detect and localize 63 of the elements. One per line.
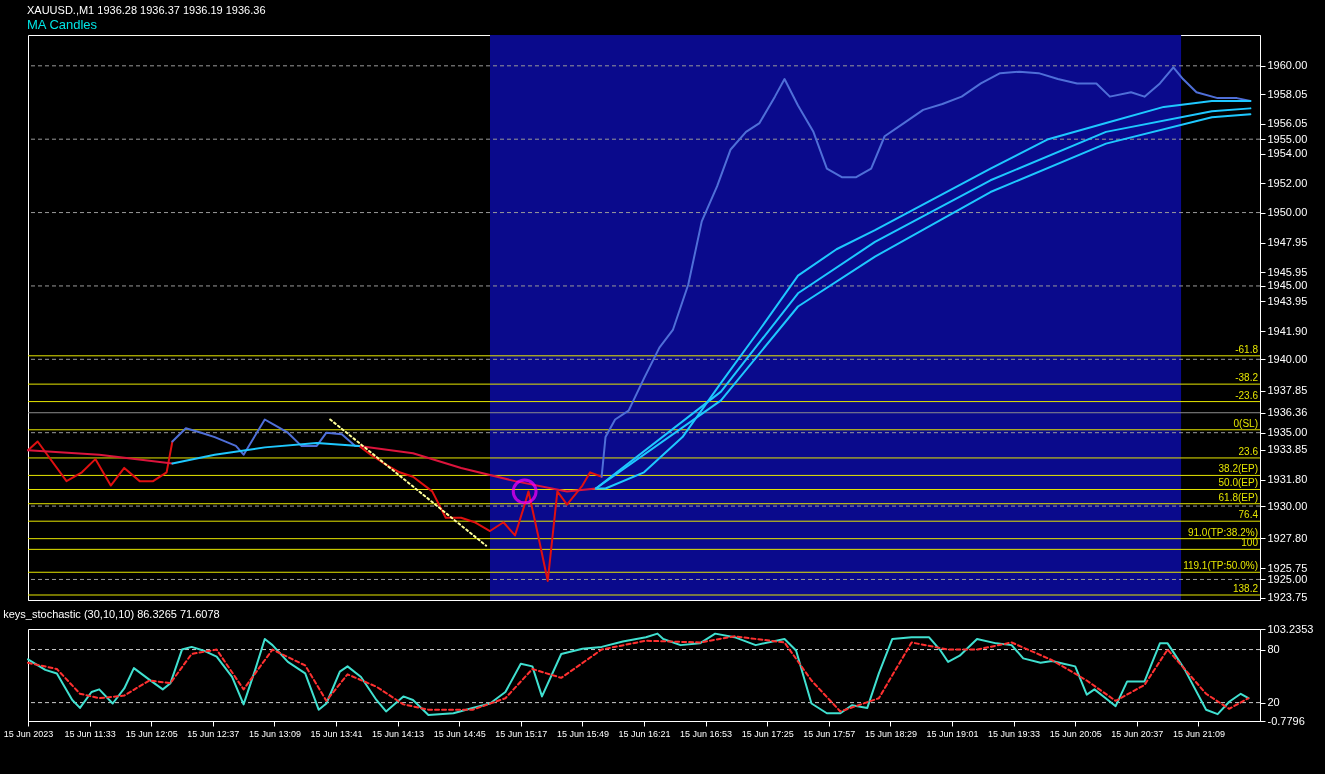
y-tick-label: 1956.05: [1267, 117, 1308, 130]
y-tick-label: 1945.95: [1267, 265, 1308, 278]
annotation: 50.0(EP): [1218, 477, 1258, 489]
x-tick-label: 15 Jun 16:53: [680, 728, 733, 739]
annotation: 119.1(TP:50.0%): [1183, 560, 1258, 572]
y-tick-label: 1943.95: [1267, 294, 1308, 307]
x-tick-label: 15 Jun 16:21: [618, 728, 671, 739]
x-tick-label: 15 Jun 18:29: [864, 728, 917, 739]
annotation: 138.2: [1232, 583, 1259, 595]
y-tick-label: 1950.00: [1267, 206, 1308, 219]
annotation: 0(SL): [1233, 417, 1258, 429]
annotation: 76.4: [1238, 509, 1259, 521]
y-tick-label: 1925.75: [1267, 561, 1308, 574]
x-tick-label: 15 Jun 12:37: [187, 728, 240, 739]
y-tick-label: 1958.05: [1267, 87, 1308, 100]
annotation: 23.6: [1238, 445, 1259, 457]
annotation: 91.0(TP:38.2%): [1187, 526, 1258, 538]
y-tick-label: 20: [1267, 696, 1280, 709]
x-tick-label: 15 Jun 15:17: [495, 728, 548, 739]
x-tick-label: 15 Jun 19:33: [988, 728, 1041, 739]
y-tick-label: 1937.85: [1267, 384, 1308, 397]
annotation: -23.6: [1235, 389, 1259, 401]
x-tick-label: 15 Jun 14:45: [433, 728, 486, 739]
annotation: 38.2(EP): [1218, 463, 1258, 475]
y-tick-label: 1936.36: [1267, 406, 1308, 419]
annotation: -38.2: [1235, 372, 1259, 384]
x-tick-label: 15 Jun 19:01: [926, 728, 979, 739]
y-tick-label: -0.7796: [1267, 714, 1305, 727]
x-tick-label: 15 Jun 17:57: [803, 728, 856, 739]
y-tick-label: 1952.00: [1267, 176, 1308, 189]
y-tick-label: 1941.90: [1267, 324, 1308, 337]
y-tick-label: 1931.80: [1267, 473, 1308, 486]
chart-title: XAUUSD.,M1 1936.28 1936.37 1936.19 1936.36: [27, 4, 266, 16]
x-tick-label: 15 Jun 13:41: [310, 728, 363, 739]
y-tick-label: 1933.85: [1267, 443, 1308, 456]
y-tick-label: 80: [1267, 643, 1280, 656]
x-tick-label: 15 Jun 17:25: [741, 728, 794, 739]
y-tick-label: 1960.00: [1267, 59, 1308, 72]
y-tick-label: 1925.00: [1267, 572, 1308, 585]
y-tick-label: 1940.00: [1267, 352, 1308, 365]
chart-title: keys_stochastic (30,10,10) 86.3265 71.6078: [3, 608, 220, 620]
x-tick-label: 15 Jun 21:09: [1172, 728, 1225, 739]
y-tick-label: 1935.00: [1267, 426, 1308, 439]
chart-subtitle: MA Candles: [27, 17, 98, 32]
x-tick-label: 15 Jun 12:05: [125, 728, 178, 739]
y-tick-label: 103.2353: [1267, 622, 1314, 635]
x-tick-label: 15 Jun 20:05: [1049, 728, 1102, 739]
x-tick-label: 15 Jun 15:49: [556, 728, 609, 739]
x-tick-label: 15 Jun 11:33: [64, 728, 116, 739]
y-tick-label: 1930.00: [1267, 499, 1308, 512]
y-tick-label: 1927.80: [1267, 531, 1308, 544]
y-tick-label: 1955.00: [1267, 132, 1308, 145]
y-tick-label: 1954.00: [1267, 147, 1308, 160]
y-tick-label: 1945.00: [1267, 279, 1308, 292]
x-tick-label: 15 Jun 2023: [3, 728, 54, 739]
x-tick-label: 15 Jun 14:13: [372, 728, 425, 739]
y-tick-label: 1947.95: [1267, 236, 1308, 249]
x-tick-label: 15 Jun 20:37: [1111, 728, 1164, 739]
x-tick-label: 15 Jun 13:09: [248, 728, 301, 739]
annotation: 61.8(EP): [1218, 491, 1258, 503]
y-tick-label: 1923.75: [1267, 591, 1308, 604]
annotation: -61.8: [1235, 343, 1259, 355]
annotation: 100: [1241, 537, 1259, 549]
